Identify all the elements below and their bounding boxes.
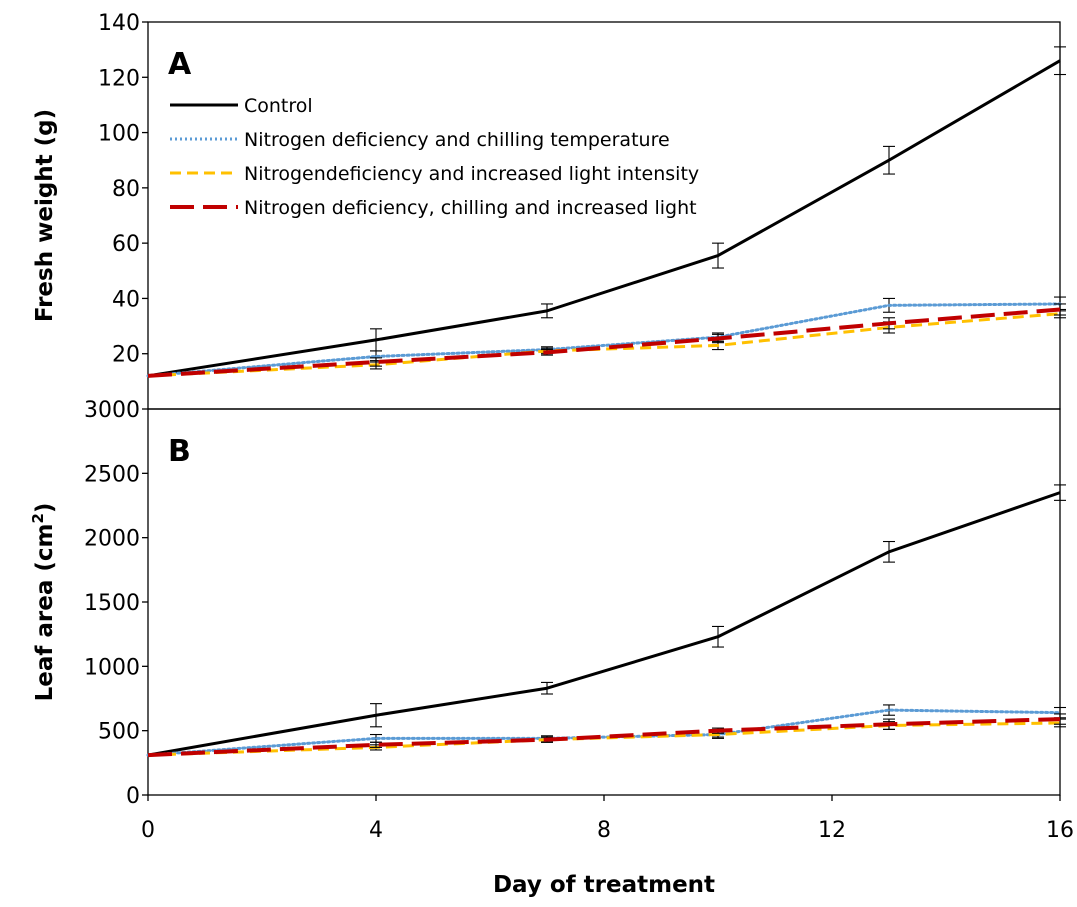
y-tick-label: 20 — [112, 343, 140, 368]
legend-label: Nitrogendeficiency and increased light i… — [244, 163, 699, 185]
panel-b-y-axis-title-suffix: ) — [32, 503, 58, 514]
panel-b-y-axis-title-main: Leaf area (cm — [32, 524, 58, 702]
y-tick-label: 40 — [112, 287, 140, 312]
series-line — [147, 307, 1061, 378]
x-tick-label: 16 — [1046, 818, 1074, 843]
series-1 — [147, 46, 1066, 378]
legend-item: Nitrogen deficiency, chilling and increa… — [170, 197, 697, 219]
series-line — [147, 312, 1061, 378]
legend-label: Nitrogen deficiency and chilling tempera… — [244, 129, 670, 151]
y-tick-label: 140 — [98, 11, 140, 36]
series-line — [147, 491, 1061, 757]
y-tick-label: 1500 — [84, 591, 140, 616]
panel-b-series — [146, 484, 1066, 758]
y-tick-label: 2000 — [84, 527, 140, 552]
legend: Control Nitrogen deficiency and chilling … — [170, 95, 699, 219]
series-1 — [147, 484, 1066, 757]
legend-label: Nitrogen deficiency, chilling and increa… — [244, 197, 697, 219]
legend-item: Nitrogendeficiency and increased light i… — [170, 163, 699, 185]
y-tick-label: 80 — [112, 177, 140, 202]
legend-item: Nitrogen deficiency and chilling tempera… — [170, 129, 670, 151]
x-tick-label: 12 — [818, 818, 846, 843]
y-tick-label: 3000 — [84, 398, 140, 423]
series-4 — [147, 713, 1066, 758]
x-ticks: 0 4 8 12 16 — [141, 795, 1074, 843]
panel-a-y-ticks: 20 40 60 80 100 120 140 — [98, 11, 148, 368]
x-tick-label: 0 — [141, 818, 155, 843]
legend-label: Control — [244, 95, 313, 117]
y-tick-label: 120 — [98, 66, 140, 91]
series-line — [147, 59, 1061, 378]
series-line — [146, 302, 1062, 378]
panel-a-letter: A — [168, 47, 192, 82]
panel-a: A Fresh weight (g) 20 40 60 80 100 120 140 Con… — [32, 11, 1066, 410]
y-tick-label: 1000 — [84, 655, 140, 680]
panel-b-y-axis-title-sup: 2 — [29, 513, 47, 523]
panel-b-y-axis-title: Leaf area (cm2) — [29, 503, 58, 702]
error-bar — [370, 357, 382, 367]
y-tick-label: 60 — [112, 232, 140, 257]
x-axis-title: Day of treatment — [493, 872, 715, 898]
y-tick-label: 100 — [98, 122, 140, 147]
panel-b: B Leaf area (cm2) 0 500 1000 1500 2000 2500 30… — [29, 398, 1074, 898]
error-bar — [370, 741, 382, 748]
series-line — [147, 717, 1061, 758]
panel-b-y-ticks: 0 500 1000 1500 2000 2500 3000 — [84, 398, 148, 809]
y-tick-label: 2500 — [84, 462, 140, 487]
y-tick-label: 500 — [98, 720, 140, 745]
y-tick-label: 0 — [126, 784, 140, 809]
panel-a-series — [146, 46, 1066, 378]
legend-item: Control — [170, 95, 313, 117]
x-tick-label: 8 — [597, 818, 611, 843]
panel-a-y-axis-title: Fresh weight (g) — [32, 109, 58, 322]
series-2 — [146, 296, 1066, 378]
panel-b-letter: B — [168, 434, 191, 469]
x-tick-label: 4 — [369, 818, 383, 843]
series-4 — [147, 303, 1066, 378]
